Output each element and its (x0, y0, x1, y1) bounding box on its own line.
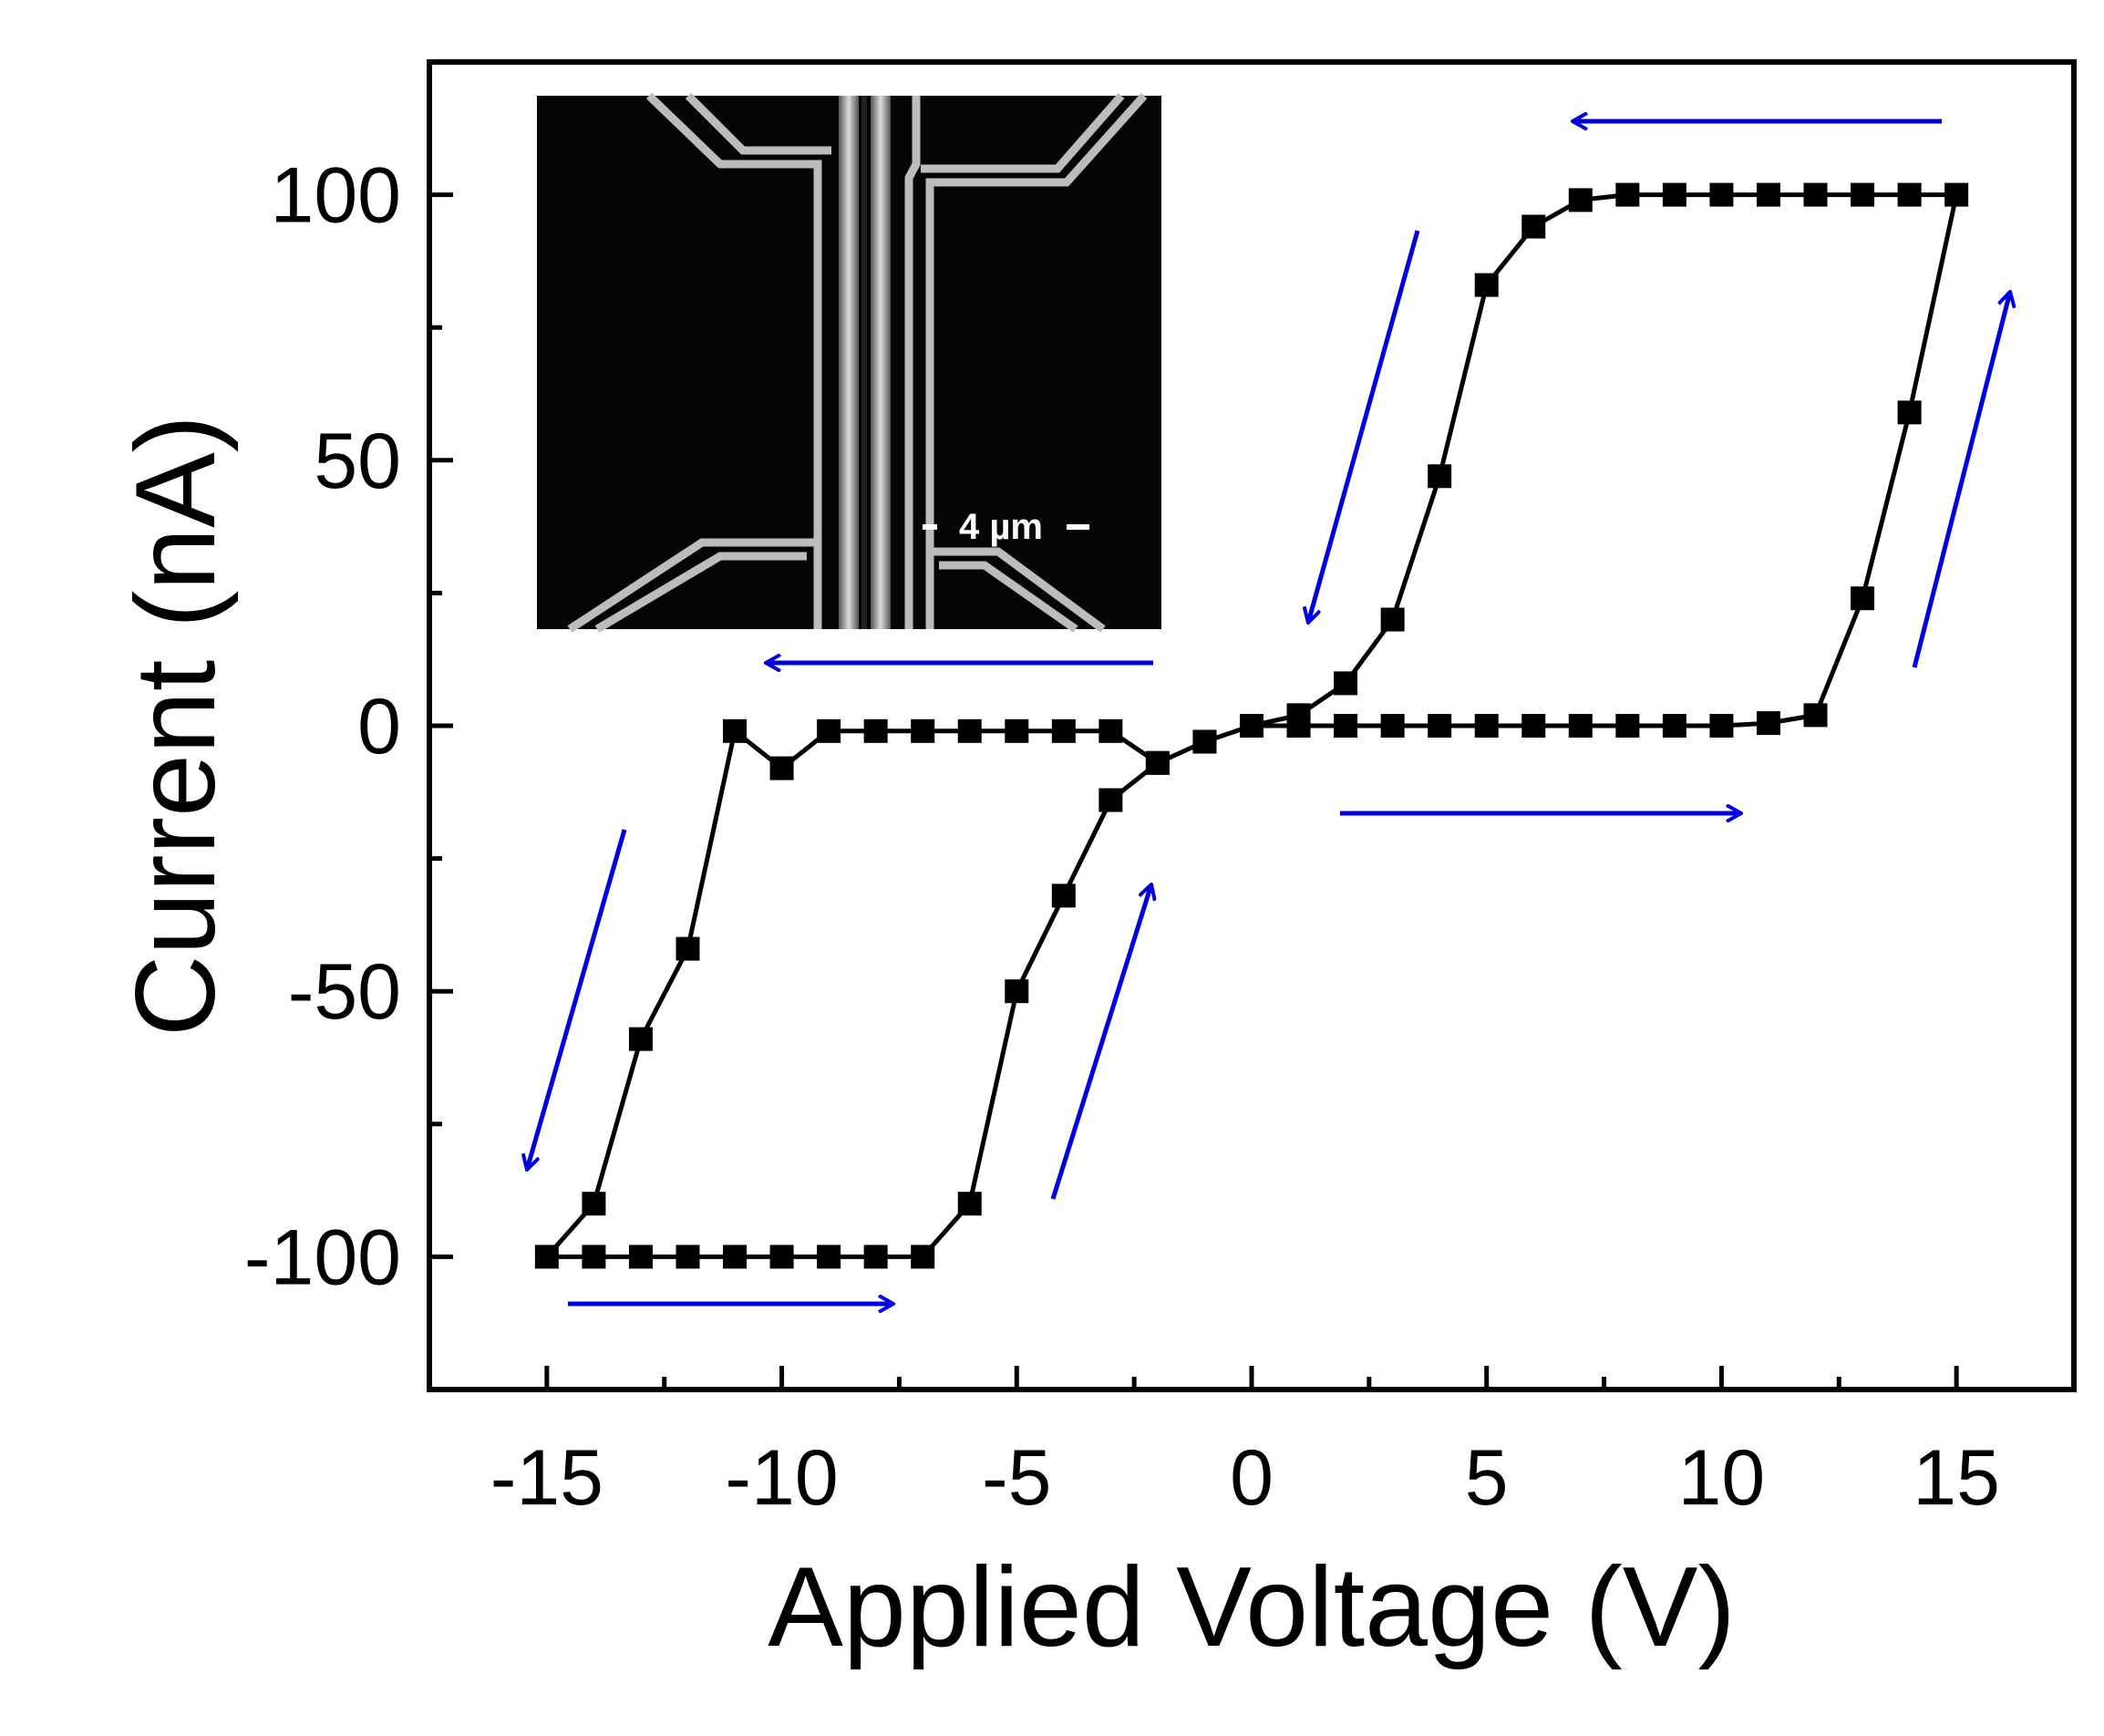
y-tick-label: 0 (357, 683, 401, 770)
x-tick-label: 5 (1465, 1434, 1509, 1522)
x-axis-title: Applied Voltage (V) (768, 1545, 1736, 1670)
y-tick-label: -50 (288, 948, 401, 1036)
data-point (1662, 182, 1686, 207)
x-axis-ticks: -15 -10 -5 0 5 10 15 (427, 1366, 2077, 1522)
data-point (1334, 671, 1358, 696)
data-point (1662, 714, 1686, 738)
data-point (1428, 714, 1452, 738)
data-point (1240, 714, 1263, 738)
data-point (1944, 182, 1969, 207)
x-tick-label: 0 (1230, 1434, 1274, 1522)
data-point (1897, 400, 1922, 425)
data-point (582, 1192, 606, 1216)
data-point (1098, 788, 1123, 812)
data-point (1615, 714, 1640, 738)
data-point (1803, 182, 1828, 207)
data-point (817, 718, 841, 743)
data-point (1380, 607, 1405, 632)
direction-arrows (527, 121, 2010, 1304)
data-point (1756, 711, 1780, 736)
data-point (863, 718, 888, 743)
data-point (1192, 729, 1217, 754)
y-tick-label: 50 (314, 418, 401, 505)
data-point (1474, 273, 1499, 297)
data-point (1474, 714, 1499, 738)
data-point (1851, 586, 1875, 611)
inset-scale-bar: 4 µm (923, 507, 1089, 547)
data-point (1851, 182, 1875, 207)
data-point (1334, 714, 1358, 738)
data-point (676, 936, 700, 961)
data-point (1709, 182, 1734, 207)
data-point (817, 1245, 841, 1269)
x-tick-label: -15 (490, 1434, 603, 1522)
data-point (957, 1192, 982, 1216)
data-point (863, 1245, 888, 1269)
y-axis-ticks: -100 -50 0 50 100 (244, 59, 453, 1392)
data-point (1098, 718, 1123, 743)
inset-sem-image: 4 µm (537, 92, 1161, 633)
data-point (1145, 750, 1170, 775)
data-point (1803, 703, 1828, 728)
data-point (1709, 714, 1734, 738)
data-point (957, 718, 982, 743)
data-point (534, 1245, 559, 1269)
data-point (1756, 182, 1780, 207)
y-tick-label: -100 (244, 1214, 401, 1301)
data-point (1005, 718, 1029, 743)
y-tick-label: 100 (271, 152, 402, 240)
y-axis-title: Current (nA) (113, 415, 239, 1037)
arrow-right-up (1912, 292, 2010, 668)
data-point (911, 718, 935, 743)
data-point (1051, 718, 1076, 743)
arrow-left-down (527, 829, 627, 1170)
arrow-down-mid (1308, 230, 1420, 623)
x-tick-label: 10 (1678, 1434, 1766, 1522)
data-point (1380, 714, 1405, 738)
data-point (1005, 979, 1029, 1004)
data-point (1897, 182, 1922, 207)
data-markers (534, 182, 1969, 1269)
data-point (723, 1245, 748, 1269)
x-tick-label: -10 (725, 1434, 838, 1522)
arrow-up-center (1050, 884, 1151, 1200)
x-tick-label: -5 (982, 1434, 1051, 1522)
data-point (1051, 884, 1076, 908)
data-point (769, 756, 794, 780)
data-point (1521, 214, 1546, 239)
x-tick-label: 15 (1913, 1434, 2000, 1522)
data-point (676, 1245, 700, 1269)
data-point (628, 1245, 653, 1269)
data-point (628, 1027, 653, 1051)
data-point (1615, 182, 1640, 207)
data-point (1286, 703, 1311, 728)
data-point (1568, 714, 1593, 738)
data-point (769, 1245, 794, 1269)
data-point (1428, 464, 1452, 489)
data-point (1568, 188, 1593, 212)
data-point (1521, 714, 1546, 738)
data-point (911, 1245, 935, 1269)
inset-scale-label: 4 µm (959, 507, 1043, 547)
data-point (723, 718, 748, 743)
data-point (582, 1245, 606, 1269)
